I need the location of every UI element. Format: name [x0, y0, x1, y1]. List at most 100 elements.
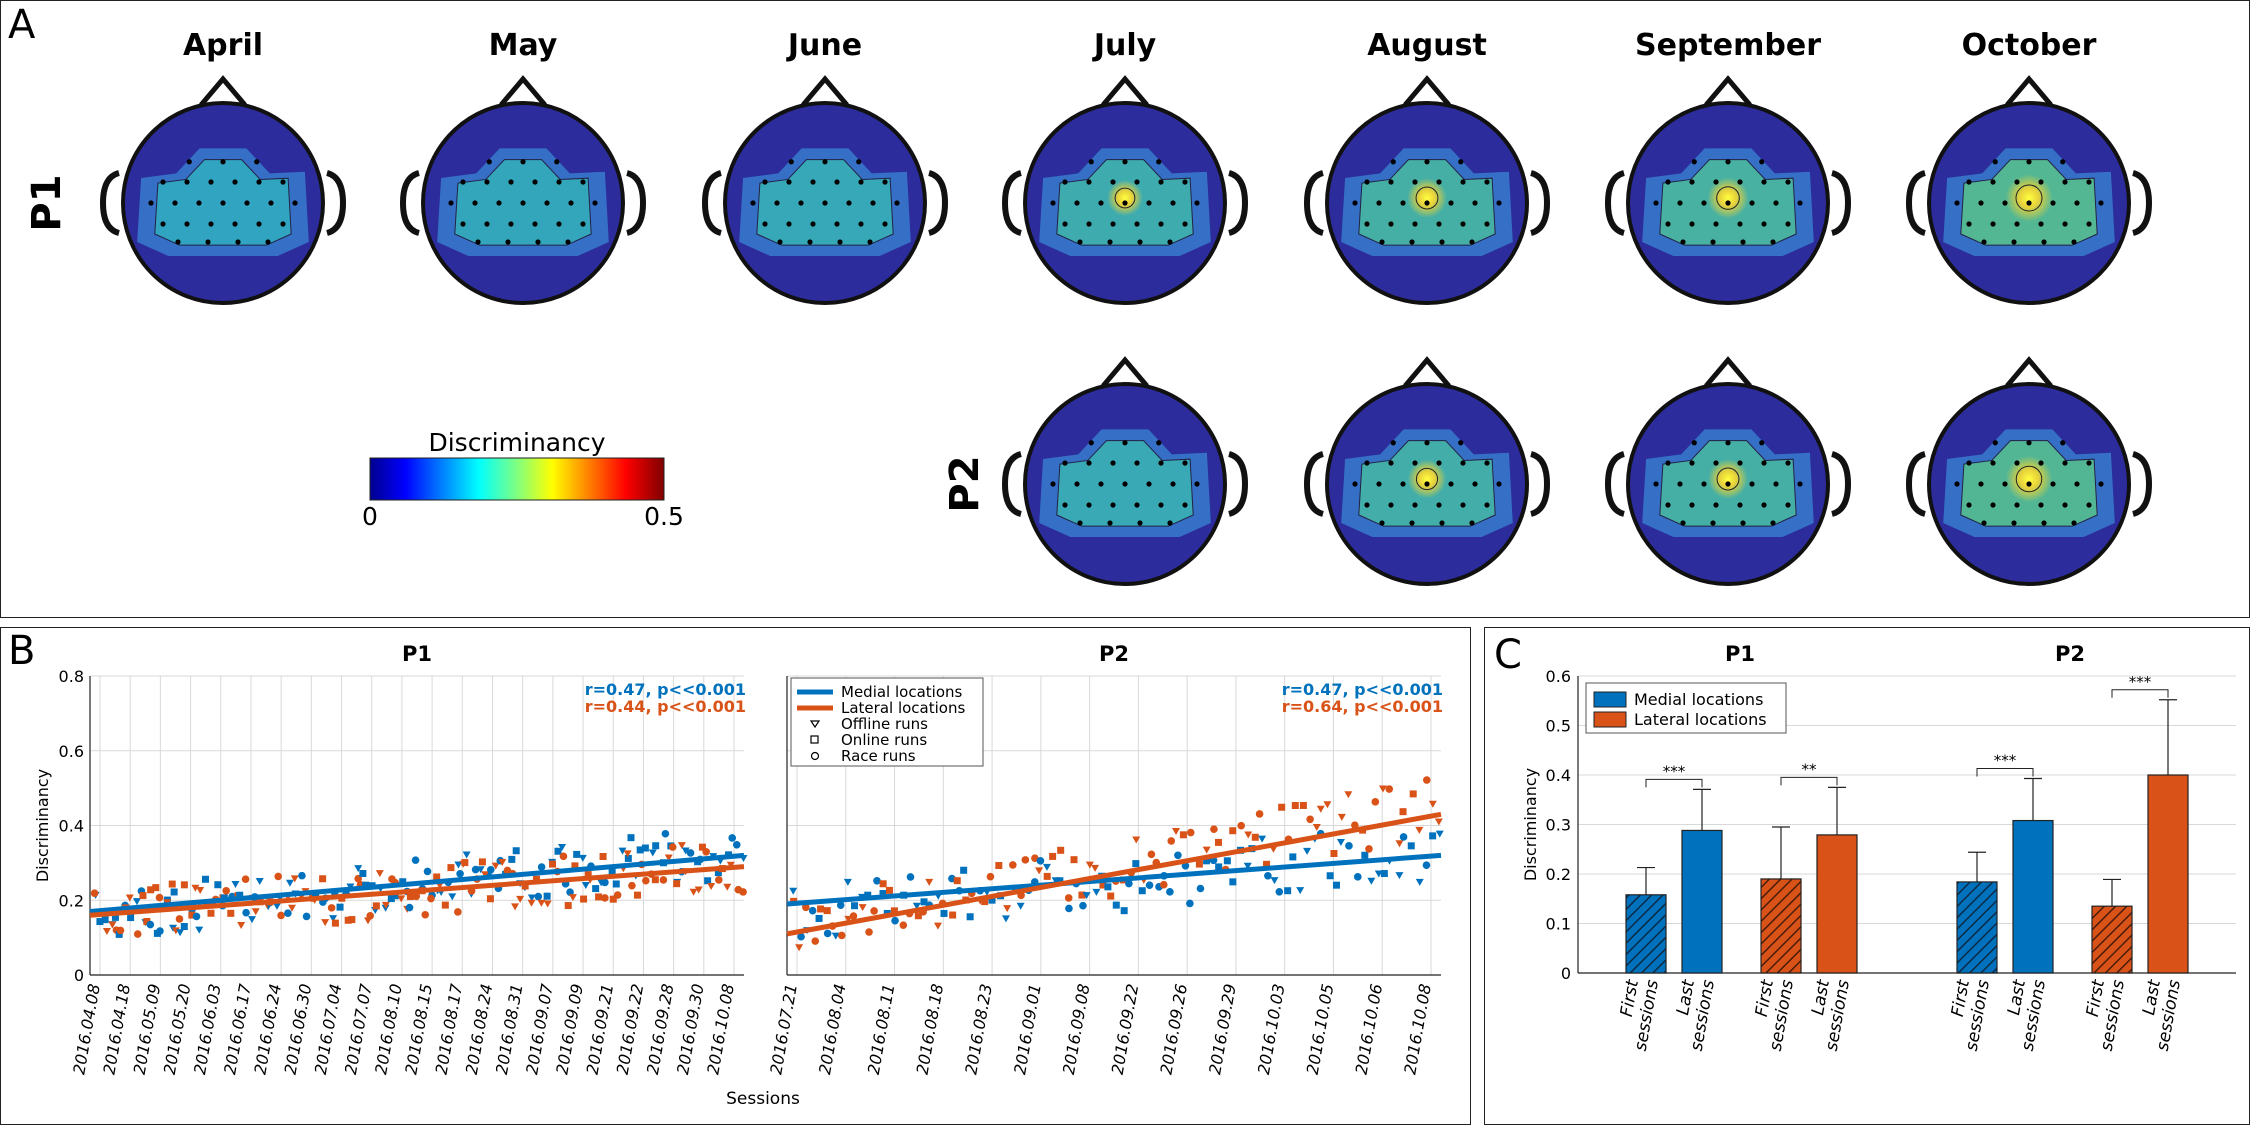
topoplot-p1-may	[399, 75, 647, 305]
data-point-lateral	[152, 884, 160, 892]
data-point-medial	[851, 902, 859, 910]
electrode-dot	[1458, 159, 1464, 165]
electrode-dot	[1182, 460, 1188, 466]
data-point-medial	[1145, 881, 1154, 889]
month-title-april: April	[183, 28, 263, 63]
data-point-lateral	[191, 884, 200, 892]
electrode-dot	[2098, 200, 2104, 206]
nose-outline	[1101, 356, 1149, 388]
data-point-lateral	[925, 878, 934, 886]
x-tick-label: 2016.08.23	[961, 982, 996, 1076]
data-point-lateral	[421, 910, 430, 919]
data-point-medial	[1229, 878, 1237, 886]
group-title-p2: P2	[2055, 642, 2085, 666]
scatter-chart-p1: P1 2016.04.082016.04.182016.05.092016.05.…	[33, 642, 748, 1076]
electrode-dot	[580, 179, 586, 185]
electrode-dot	[172, 200, 178, 206]
electrode-dot	[460, 221, 466, 227]
nose-outline	[1403, 75, 1451, 107]
contour-ring	[1415, 467, 1439, 491]
electrode-dot	[244, 200, 250, 206]
nose-outline	[1704, 356, 1752, 388]
electrode-dot	[2011, 520, 2017, 526]
electrode-dot	[834, 221, 840, 227]
contour-ring	[1716, 186, 1740, 210]
data-point-medial	[1243, 862, 1252, 870]
electrode-dot	[1439, 239, 1445, 245]
nose-outline	[1101, 75, 1149, 107]
colorbar-max-label: 0.5	[644, 502, 684, 531]
data-point-medial	[242, 908, 250, 917]
data-point-medial	[1092, 888, 1101, 896]
electrode-dot	[556, 221, 562, 227]
electrode-dot	[1981, 239, 1987, 245]
electrode-dot	[2086, 179, 2092, 185]
data-point-lateral	[1064, 894, 1073, 902]
month-title-june: June	[786, 28, 862, 63]
data-point-medial	[1186, 899, 1194, 908]
data-point-medial	[1275, 888, 1284, 896]
data-point-medial	[920, 898, 928, 906]
data-point-medial	[823, 929, 832, 938]
electrode-dot	[1400, 481, 1406, 487]
electrode-dot	[1992, 440, 1998, 446]
stat-annotation-lateral: r=0.64, p<<0.001	[1282, 697, 1443, 716]
electrode-dot	[1098, 200, 1104, 206]
electrode-dot	[1966, 460, 1972, 466]
electrode-dot	[496, 200, 502, 206]
stat-annotation-medial: r=0.47, p<<0.001	[585, 680, 746, 699]
bar-medial-last	[1681, 829, 1723, 974]
electrode-dot	[1749, 481, 1755, 487]
electrode-dot	[1077, 520, 1083, 526]
data-point-lateral	[865, 928, 873, 936]
month-title-august: August	[1367, 28, 1487, 63]
electrode-dot	[798, 200, 804, 206]
data-point-lateral	[628, 881, 636, 890]
data-point-lateral	[511, 903, 520, 911]
left-ear-outline	[1905, 170, 1926, 236]
electrode-dot	[2041, 239, 2047, 245]
electrode-dot	[2038, 179, 2044, 185]
y-tick-label: 0.3	[1546, 816, 1571, 835]
data-point-medial	[592, 885, 600, 893]
data-point-medial	[966, 913, 974, 921]
data-point-lateral	[125, 894, 134, 902]
data-point-lateral	[986, 872, 995, 881]
data-point-medial	[111, 913, 119, 921]
electrode-dot	[1088, 159, 1094, 165]
legend-label: Lateral locations	[1634, 710, 1767, 729]
data-point-lateral	[1132, 836, 1141, 844]
electrode-dot	[1388, 179, 1394, 185]
electrode-dot	[1737, 502, 1743, 508]
right-ear-outline	[1831, 451, 1852, 517]
electrode-dot	[1484, 221, 1490, 227]
data-point-lateral	[1091, 864, 1100, 872]
data-point-medial	[612, 880, 620, 888]
electrode-dot	[1074, 481, 1080, 487]
data-point-medial	[1125, 879, 1133, 888]
electrode-dot	[1761, 502, 1767, 508]
data-point-lateral	[1415, 826, 1424, 834]
electrode-dot	[184, 221, 190, 227]
electrode-dot	[822, 200, 828, 206]
group-title-p1: P1	[1725, 642, 1755, 666]
legend-swatch-lateral	[1593, 711, 1627, 728]
data-point-lateral	[180, 881, 188, 889]
bar-medial-first	[1956, 881, 1998, 974]
legend-triangle-marker	[809, 720, 821, 729]
data-point-lateral	[491, 862, 500, 870]
electrode-dot	[1460, 460, 1466, 466]
electrode-dot	[2062, 179, 2068, 185]
data-point-lateral	[739, 888, 747, 896]
electrode-dot	[232, 179, 238, 185]
electrode-dot	[2062, 460, 2068, 466]
electrode-dot	[1170, 200, 1176, 206]
data-point-medial	[864, 891, 872, 899]
data-point-medial	[1422, 861, 1431, 870]
chart-title: P2	[1099, 642, 1129, 666]
data-point-lateral	[1186, 828, 1195, 837]
electrode-dot	[1086, 179, 1092, 185]
data-point-medial	[476, 866, 485, 874]
electrode-dot	[508, 221, 514, 227]
electrode-dot	[1424, 159, 1430, 165]
